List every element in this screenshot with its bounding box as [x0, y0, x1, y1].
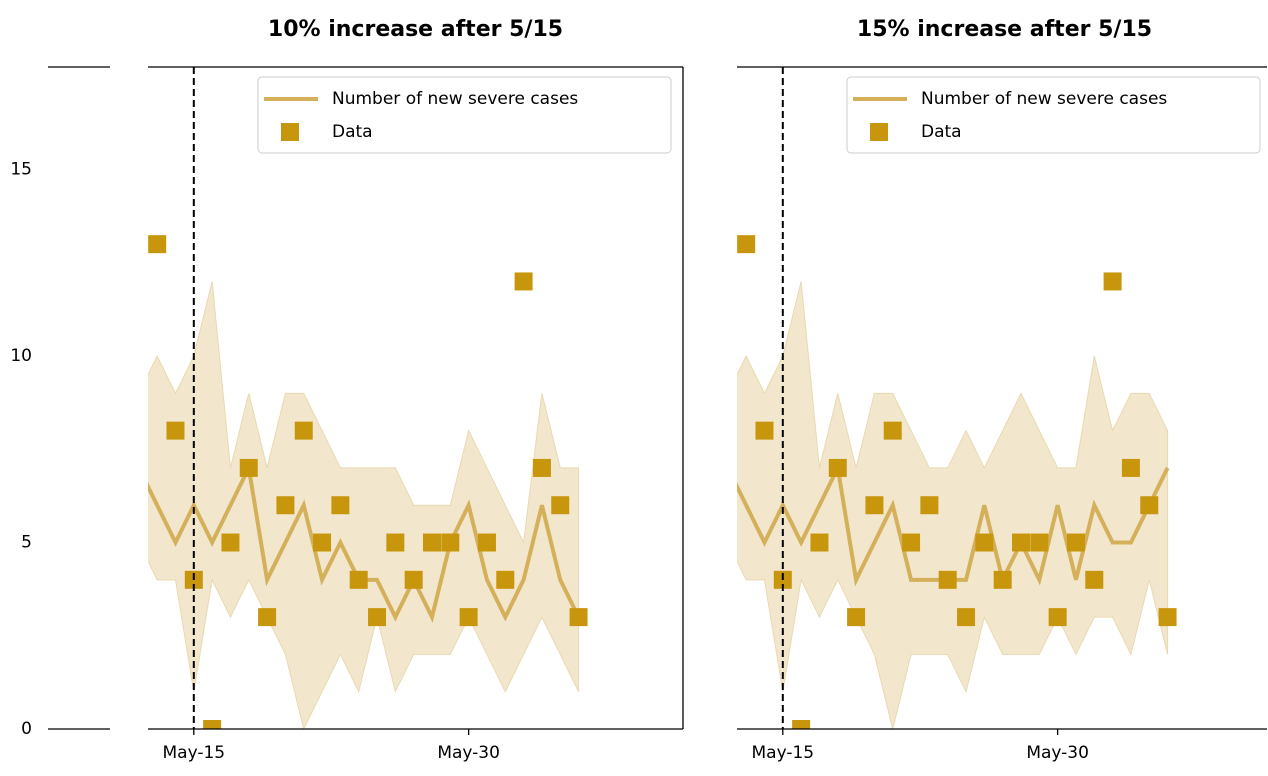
x-tick-label: May-30 — [1026, 743, 1089, 763]
data-point — [459, 608, 478, 627]
data-point — [865, 496, 884, 515]
data-point — [810, 533, 829, 552]
chart-title: 10% increase after 5/15 — [268, 17, 563, 42]
data-point — [386, 533, 405, 552]
legend-box — [257, 76, 672, 154]
data-point — [514, 272, 533, 291]
chart-title: 15% increase after 5/15 — [857, 17, 1152, 42]
confidence-band — [737, 281, 1169, 729]
legend-box — [846, 76, 1261, 154]
legend-swatch — [870, 123, 888, 141]
data-point — [203, 720, 222, 729]
data-point — [166, 421, 185, 440]
data-point — [1011, 533, 1030, 552]
data-point — [993, 570, 1012, 589]
data-point — [920, 496, 939, 515]
data-point — [883, 421, 902, 440]
x-tick-label: May-15 — [162, 743, 225, 763]
data-point — [902, 533, 921, 552]
data-point — [1103, 272, 1122, 291]
data-point — [957, 608, 976, 627]
y-tick-label: 15 — [10, 160, 32, 180]
y-tick-label: 10 — [10, 346, 32, 366]
data-point — [148, 235, 167, 254]
data-point — [792, 720, 811, 729]
data-point — [532, 458, 551, 477]
data-point — [313, 533, 332, 552]
data-point — [719, 459, 737, 477]
legend-label: Number of new severe cases — [921, 89, 1167, 109]
data-point — [569, 608, 588, 627]
data-point — [755, 421, 774, 440]
data-point — [975, 533, 994, 552]
data-point — [1121, 458, 1140, 477]
plot-area — [130, 67, 588, 729]
data-point — [828, 458, 847, 477]
data-point — [258, 608, 277, 627]
data-point — [239, 458, 258, 477]
legend-label: Data — [332, 122, 373, 142]
data-point — [1158, 608, 1177, 627]
data-point — [422, 533, 441, 552]
data-point — [294, 421, 313, 440]
confidence-band — [148, 281, 580, 729]
data-point — [276, 496, 295, 515]
data-point — [331, 496, 350, 515]
data-point — [404, 570, 423, 589]
data-point — [477, 533, 496, 552]
data-point — [847, 608, 866, 627]
plot-area — [719, 67, 1177, 729]
legend-label: Data — [921, 122, 962, 142]
data-point — [441, 533, 460, 552]
x-tick-label: May-15 — [751, 743, 814, 763]
y-tick-label: 0 — [21, 719, 32, 739]
data-point — [938, 570, 957, 589]
data-point — [368, 608, 387, 627]
data-point — [737, 235, 756, 254]
x-tick-label: May-30 — [437, 743, 500, 763]
data-point — [130, 459, 148, 477]
data-point — [1030, 533, 1049, 552]
data-point — [1085, 570, 1104, 589]
legend-label: Number of new severe cases — [332, 89, 578, 109]
data-point — [1066, 533, 1085, 552]
legend-swatch — [281, 123, 299, 141]
data-point — [496, 570, 515, 589]
data-point — [1140, 496, 1159, 515]
data-point — [551, 496, 570, 515]
data-point — [1048, 608, 1067, 627]
data-point — [349, 570, 368, 589]
y-tick-label: 5 — [21, 533, 32, 553]
data-point — [221, 533, 240, 552]
